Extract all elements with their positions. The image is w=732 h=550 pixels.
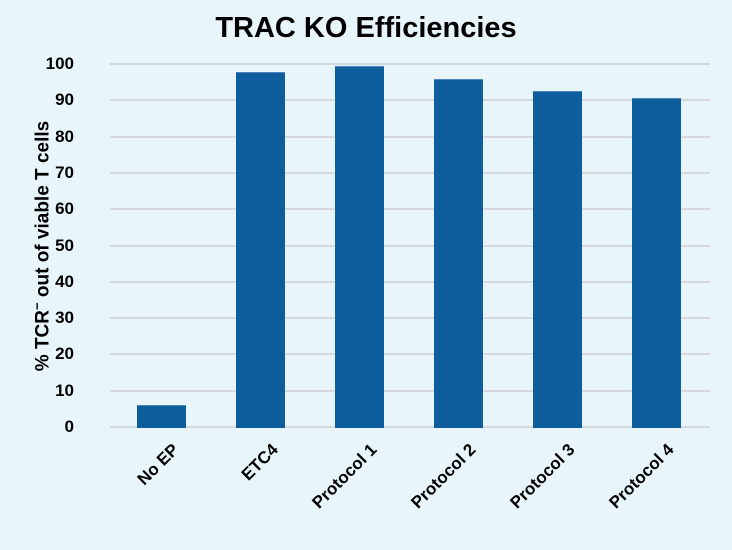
bar-protocol-3 [533,90,582,428]
x-tick-label: Protocol 1 [308,440,381,513]
bar-etc4 [236,71,285,428]
y-tick: 0 [64,417,74,436]
plot-area: 100 90 80 70 60 50 40 30 20 10 0 [46,54,710,436]
y-tick: 20 [55,344,74,364]
y-tick: 100 [45,54,74,73]
y-tick: 70 [55,162,74,182]
x-tick-label: Protocol 4 [605,440,678,513]
bar-protocol-4 [632,98,681,428]
y-tick: 10 [55,380,74,400]
gridline-100 [110,63,710,65]
bar-protocol-1 [335,66,384,428]
gridline-40 [110,280,710,283]
gridline-20 [110,353,710,356]
gridline-0 [110,426,710,428]
gridline-60 [110,208,710,211]
y-tick: 30 [55,308,74,328]
y-tick: 90 [55,90,74,110]
gridline-50 [110,244,710,247]
y-tick: 50 [55,235,74,255]
gridline-80 [110,135,710,138]
x-tick-label: Protocol 2 [407,440,480,513]
gridline-70 [110,171,710,174]
x-tick-label: No EP [134,440,183,489]
y-tick: 60 [55,199,74,219]
y-tick: 40 [55,271,74,291]
x-tick-label: Protocol 3 [506,440,579,513]
x-tick-label: ETC4 [237,440,282,485]
bar-no-ep [137,405,186,428]
chart-title: TRAC KO Efficiencies [215,12,517,44]
y-tick: 80 [55,126,74,146]
gridline-10 [110,389,710,392]
bar-protocol-2 [434,78,483,428]
gridline-90 [110,99,710,102]
gridline-30 [110,317,710,320]
